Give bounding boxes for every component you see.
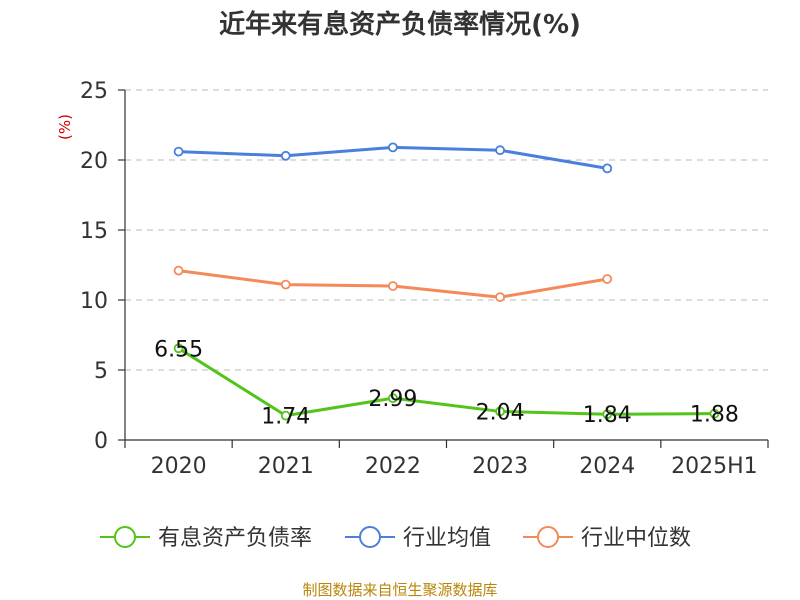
y-tick-label: 0 (94, 429, 108, 454)
x-tick-label: 2025H1 (671, 454, 758, 479)
y-tick-label: 15 (80, 219, 108, 244)
y-axis-label: (%) (56, 114, 74, 140)
legend-swatch-marker (114, 526, 136, 548)
data-point (388, 281, 398, 291)
gridlines (125, 89, 768, 371)
data-point (602, 409, 613, 420)
data-point (495, 145, 505, 156)
legend-swatch-marker (359, 526, 381, 548)
data-point (280, 150, 291, 161)
data-point (602, 274, 613, 284)
data-label: 2.99 (368, 387, 417, 412)
x-tick-label: 2023 (472, 454, 528, 479)
data-point (495, 292, 505, 303)
y-tick-label: 10 (80, 289, 108, 314)
data-point (173, 343, 184, 354)
data-point (280, 410, 291, 421)
x-tick-label: 2022 (365, 454, 421, 479)
axes: 0 5 10 15 20 25 2020 2021 2022 2023 2024 2025H1 (80, 79, 769, 479)
data-point (709, 408, 720, 419)
source-note: 制图数据来自恒生聚源数据库 (302, 581, 497, 599)
series-group (173, 142, 720, 421)
data-label: 1.74 (261, 405, 310, 430)
data-label: 2.04 (476, 400, 525, 425)
data-label: 6.55 (154, 337, 203, 362)
data-point (495, 406, 505, 417)
y-tick-label: 25 (80, 79, 108, 104)
x-tick-label: 2021 (258, 454, 314, 479)
data-point (173, 265, 184, 276)
legend-label: 有息资产负债率 (158, 526, 312, 551)
legend: 有息资产负债率 行业均值 行业中位数 (100, 526, 691, 551)
legend-label: 行业中位数 (581, 526, 691, 551)
data-point (602, 163, 613, 174)
legend-swatch-marker (537, 526, 559, 548)
data-point (388, 393, 398, 404)
x-tick-label: 2020 (151, 454, 207, 479)
data-labels: 6.55 1.74 2.99 2.04 1.84 1.88 (154, 337, 739, 429)
x-tick-label: 2024 (579, 454, 635, 479)
data-point (388, 142, 398, 153)
y-tick-label: 5 (94, 359, 108, 384)
legend-label: 行业均值 (403, 526, 491, 551)
data-point (173, 146, 184, 157)
data-label: 1.84 (583, 403, 632, 428)
series-line (177, 347, 715, 418)
data-point (280, 279, 291, 290)
chart-title: 近年来有息资产负债率情况(%) (219, 9, 581, 40)
data-label: 1.88 (690, 403, 739, 428)
y-tick-label: 20 (80, 149, 108, 174)
